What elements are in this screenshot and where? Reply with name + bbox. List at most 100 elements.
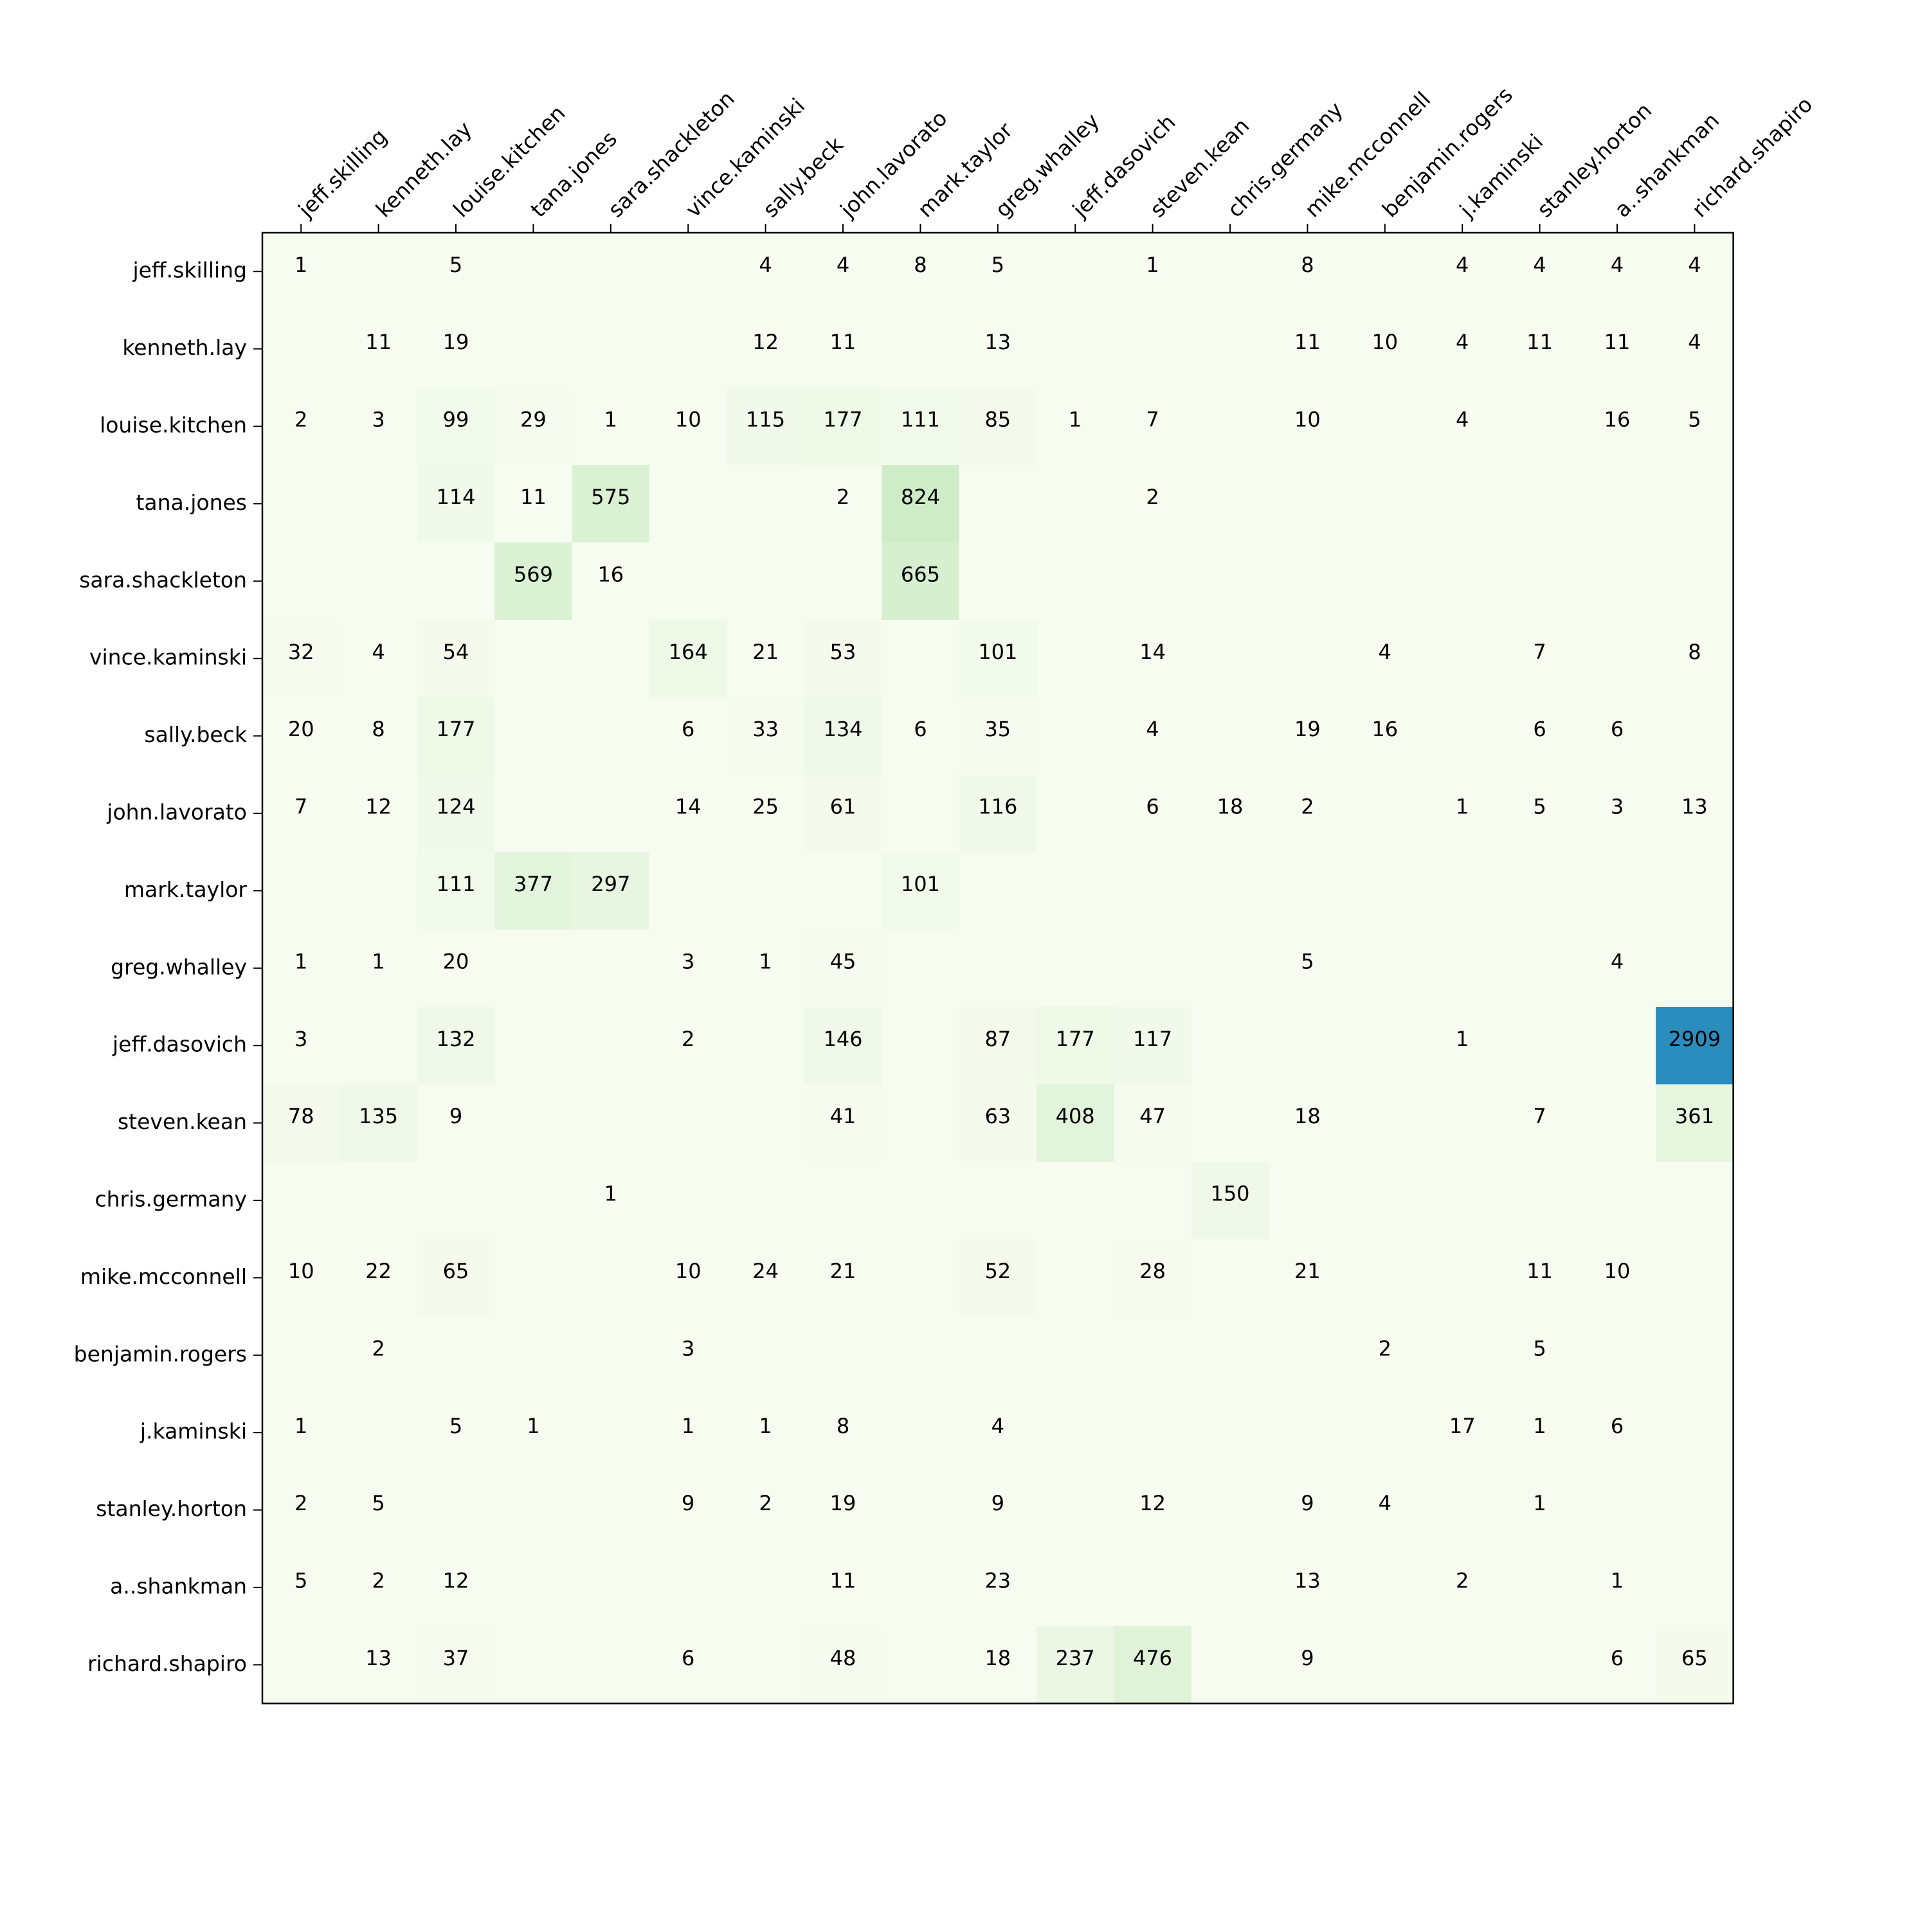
cell-value-label: 117 [1133,1027,1172,1051]
cell-value-label: 9 [682,1491,694,1515]
cell-value-label: 6 [1533,717,1546,741]
heatmap-cell [262,774,340,853]
heatmap-cell [494,697,573,775]
heatmap-cell [1501,233,1579,311]
heatmap-cell [1424,1239,1501,1317]
heatmap-cell [1269,542,1347,620]
cell-value-label: 177 [1056,1027,1095,1051]
heatmap-cell [262,233,340,311]
heatmap-cell [882,1394,960,1472]
heatmap-cell [1269,1316,1347,1395]
heatmap-cell [262,1626,340,1704]
heatmap-cell [1191,1239,1269,1317]
cell-value-label: 3 [372,408,385,432]
heatmap-cell [1656,310,1734,388]
cell-value-label: 7 [1146,408,1159,432]
heatmap-cell [262,697,340,775]
heatmap-cell [1424,387,1501,465]
heatmap-cell [882,1626,960,1704]
cell-value-label: 8 [837,1414,849,1438]
heatmap-cell [727,1626,805,1704]
heatmap-cell [417,465,495,543]
cell-value-label: 9 [449,1104,462,1128]
cell-value-label: 41 [830,1104,856,1128]
heatmap-cell [1037,1161,1114,1240]
heatmap-cell [882,929,960,1007]
heatmap-cell [804,1394,882,1472]
heatmap-cell [1114,1161,1192,1240]
cell-value-label: 3 [294,1027,307,1051]
cell-value-label: 10 [1294,408,1321,432]
cell-value-label: 53 [830,640,856,664]
heatmap-cell [1346,465,1424,543]
cell-value-label: 11 [1526,330,1553,354]
heatmap-cell [1037,1239,1114,1317]
heatmap-cell [727,620,805,698]
heatmap-cell [1501,310,1579,388]
cell-value-label: 1 [372,949,385,973]
cell-value-label: 5 [992,253,1004,277]
heatmap-cell [1578,1316,1656,1395]
heatmap-cell [1501,1084,1579,1162]
cell-value-label: 101 [901,872,940,896]
heatmap-cell [804,697,882,775]
heatmap-cell [1501,1548,1579,1627]
heatmap-cell [649,1394,727,1472]
heatmap-cell [572,852,650,930]
heatmap-cell [727,1394,805,1472]
heatmap-cell [959,1471,1037,1549]
cell-value-label: 78 [288,1104,314,1128]
cell-value-label: 115 [746,408,785,432]
heatmap-cell [494,1471,573,1549]
cell-value-label: 4 [759,253,772,277]
heatmap-cell [340,1007,418,1085]
cell-value-label: 135 [359,1104,398,1128]
heatmap-cell [417,233,495,311]
heatmap-cell [882,852,960,930]
heatmap-cell [494,774,573,853]
heatmap-cell [340,1239,418,1317]
heatmap-cell [417,697,495,775]
cell-value-label: 10 [675,1259,702,1283]
y-tick-label: tana.jones [136,490,247,515]
heatmap-cell [1346,1161,1424,1240]
cell-value-label: 2 [294,1491,307,1515]
cell-value-label: 4 [837,253,849,277]
cell-value-label: 10 [288,1259,314,1283]
heatmap-cell [1578,542,1656,620]
cell-value-label: 9 [1301,1491,1314,1515]
cell-value-label: 18 [1294,1104,1321,1128]
y-tick-label: louise.kitchen [100,413,247,438]
cell-value-label: 4 [1688,330,1701,354]
cell-value-label: 6 [682,1646,694,1670]
heatmap-cell [417,1316,495,1395]
cell-value-label: 4 [1456,253,1469,277]
cell-value-label: 2909 [1669,1027,1721,1051]
heatmap-cell [1346,1316,1424,1395]
heatmap-cell [1191,620,1269,698]
y-tick-label: sara.shackleton [79,567,247,592]
y-tick-label: vince.kaminski [89,645,247,670]
heatmap-cell [1578,697,1656,775]
cell-value-label: 11 [1526,1259,1553,1283]
heatmap-cell [1037,1084,1114,1162]
heatmap-cell [1346,697,1424,775]
heatmap-cell [882,620,960,698]
heatmap-cell [1578,233,1656,311]
cell-value-label: 5 [294,1569,307,1593]
heatmap-cell [727,387,805,465]
heatmap-cell [494,542,573,620]
heatmap-cell [804,1239,882,1317]
heatmap-cell [804,542,882,620]
heatmap-cell [649,774,727,853]
heatmap-cell [804,1626,882,1704]
heatmap-cell [1656,1626,1734,1704]
heatmap-cell [1114,1626,1192,1704]
heatmap-cell [262,929,340,1007]
heatmap-cell [1114,1394,1192,1472]
cell-value-label: 1 [1533,1414,1546,1438]
cell-value-label: 10 [1372,330,1398,354]
cell-value-label: 19 [830,1491,856,1515]
heatmap-cell [417,310,495,388]
heatmap-cell [959,1394,1037,1472]
